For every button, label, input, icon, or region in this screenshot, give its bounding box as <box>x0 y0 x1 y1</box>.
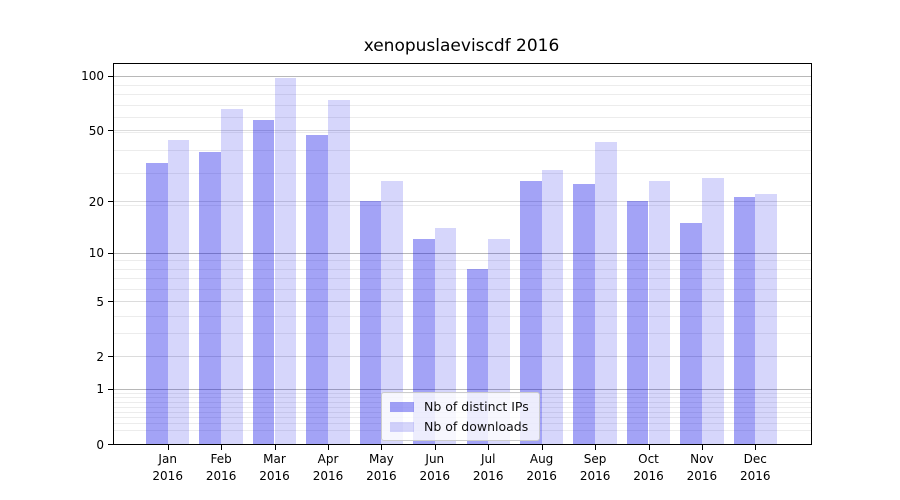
xtick-mark-jan <box>167 445 169 450</box>
xtick-mark-feb <box>221 445 223 450</box>
xtick-mark-apr <box>328 445 329 450</box>
bar-downloads-mar <box>274 78 297 444</box>
xtick-mark-nov <box>701 445 703 450</box>
gridline-y-59 <box>114 117 811 119</box>
xtick-label-mar: Mar 2016 <box>259 452 290 483</box>
xtick-label-dec: Dec 2016 <box>740 452 771 483</box>
xtick-label-feb: Feb 2016 <box>205 452 237 483</box>
bar-downloads-feb <box>221 108 243 444</box>
xtick-mark-aug <box>541 445 543 450</box>
gridline-y-49 <box>114 131 811 133</box>
xtick-mark-mar <box>274 445 276 450</box>
xtick-label-nov: Nov 2016 <box>686 452 718 483</box>
ytick-mark-5 <box>108 301 113 302</box>
xtick-mark-dec <box>755 445 757 450</box>
ytick-label-0: 0 <box>96 437 104 452</box>
ytick-label-1: 1 <box>96 382 104 397</box>
xtick-label-jan: Jan 2016 <box>152 452 183 483</box>
legend-label-distinct-ips: Nb of distinct IPs <box>424 399 529 414</box>
ytick-mark-100 <box>108 75 113 77</box>
gridline-y-3 <box>114 333 811 335</box>
xtick-label-oct: Oct 2016 <box>633 452 664 483</box>
bar-downloads-jan <box>167 140 190 444</box>
bar-downloads-aug <box>541 170 564 444</box>
gridline-y-100 <box>114 75 811 77</box>
gridline-y-8 <box>114 268 811 270</box>
xtick-mark-sep <box>595 445 597 450</box>
ytick-mark-0 <box>108 444 113 445</box>
ytick-mark-2 <box>108 356 113 358</box>
ytick-label-5: 5 <box>96 294 104 309</box>
legend-item-downloads: Nb of downloads <box>390 419 529 434</box>
xtick-mark-oct <box>648 445 650 450</box>
bar-distinct-ips-nov <box>680 222 702 444</box>
legend-swatch-downloads <box>390 421 414 432</box>
bar-downloads-dec <box>755 193 777 444</box>
bar-distinct-ips-dec <box>733 197 756 444</box>
gridline-y-7 <box>114 278 811 280</box>
gridline-y-6 <box>114 288 811 290</box>
bar-distinct-ips-oct <box>626 201 649 444</box>
xtick-label-sep: Sep 2016 <box>579 452 611 483</box>
bar-downloads-may <box>381 181 404 444</box>
gridline-y-10 <box>114 252 811 254</box>
gridline-y-29 <box>114 172 811 174</box>
gridline-y-4 <box>114 315 811 317</box>
xtick-label-aug: Aug 2016 <box>526 452 557 483</box>
bar-distinct-ips-mar <box>252 120 275 444</box>
ytick-mark-10 <box>108 252 113 254</box>
plot-area: Nb of distinct IPs Nb of downloads <box>113 63 812 445</box>
bar-distinct-ips-jan <box>146 162 168 444</box>
gridline-y-2 <box>114 356 811 358</box>
xtick-mark-jul <box>488 445 490 450</box>
bar-downloads-sep <box>595 142 617 444</box>
ytick-label-2: 2 <box>96 349 104 364</box>
ytick-label-100: 100 <box>81 69 104 84</box>
bar-distinct-ips-feb <box>199 151 222 444</box>
chart-title: xenopuslaeviscdf 2016 <box>363 36 560 56</box>
legend-label-downloads: Nb of downloads <box>424 419 529 434</box>
gridline-y-19 <box>114 204 811 206</box>
ytick-mark-20 <box>108 201 113 202</box>
ytick-mark-1 <box>108 388 113 390</box>
gridline-y-79 <box>114 94 811 96</box>
bar-downloads-nov <box>701 178 724 444</box>
gridline-y-50 <box>114 130 811 132</box>
ytick-label-10: 10 <box>88 246 104 261</box>
ytick-mark-50 <box>108 130 113 132</box>
gridline-y-9 <box>114 260 811 262</box>
legend-swatch-distinct-ips <box>390 401 414 412</box>
bar-distinct-ips-sep <box>573 184 596 444</box>
gridline-y-1 <box>114 388 811 390</box>
legend: Nb of distinct IPs Nb of downloads <box>381 392 540 441</box>
xtick-label-may: May 2016 <box>366 452 397 483</box>
legend-item-distinct-ips: Nb of distinct IPs <box>390 399 529 414</box>
bar-distinct-ips-apr <box>306 135 328 444</box>
xtick-label-apr: Apr 2016 <box>312 452 344 483</box>
gridline-y-20 <box>114 201 811 202</box>
gridline-y-89 <box>114 84 811 86</box>
xtick-label-jul: Jul 2016 <box>472 452 504 483</box>
gridline-y-39 <box>114 149 811 151</box>
bar-downloads-oct <box>648 181 671 444</box>
gridline-y-5 <box>114 301 811 302</box>
xtick-mark-jun <box>434 445 436 450</box>
bar-distinct-ips-may <box>359 201 382 444</box>
xtick-label-jun: Jun 2016 <box>419 452 451 483</box>
bar-downloads-jun <box>434 227 457 444</box>
bar-distinct-ips-aug <box>519 181 542 444</box>
ytick-label-20: 20 <box>88 194 104 209</box>
gridline-y-69 <box>114 105 811 106</box>
ytick-label-50: 50 <box>88 123 104 138</box>
xtick-mark-may <box>381 445 383 450</box>
bar-downloads-apr <box>328 99 350 444</box>
